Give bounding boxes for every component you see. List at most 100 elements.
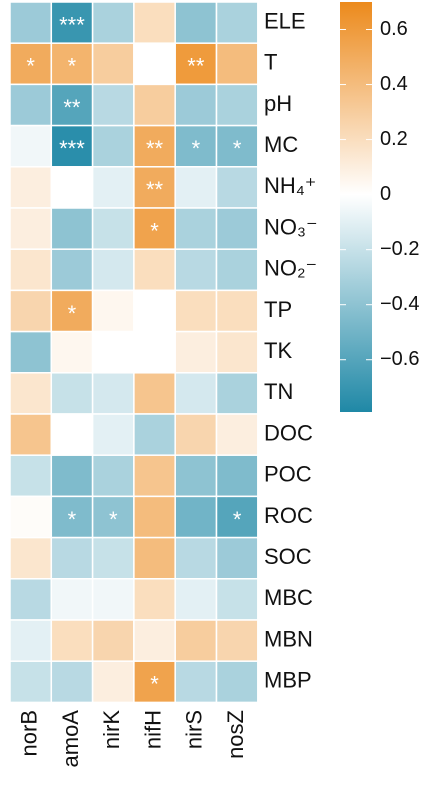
column-label: amoA (58, 710, 83, 768)
row-label: MC (264, 132, 298, 157)
heatmap-cell (9, 1, 53, 44)
heatmap-cell (50, 536, 94, 580)
heatmap-cell (215, 536, 259, 580)
heatmap-cell (50, 207, 94, 250)
significance-label: * (233, 507, 242, 532)
row-label: ROC (264, 503, 313, 528)
heatmap-cell (133, 248, 176, 292)
heatmap-cell (9, 454, 53, 498)
heatmap-cell (174, 660, 218, 704)
heatmap-cell (133, 289, 176, 333)
significance-label: ** (63, 95, 81, 120)
row-label: TP (264, 297, 292, 322)
heatmap-cell (133, 454, 176, 498)
significance-label: * (68, 507, 77, 532)
colorbar (340, 2, 372, 412)
heatmap-cell (174, 495, 218, 539)
column-label: norB (16, 710, 41, 756)
column-label: nirS (182, 710, 207, 749)
colorbar-tick-label: −0.6 (380, 348, 419, 370)
heatmap-cell (9, 330, 53, 374)
heatmap-cell (91, 1, 135, 44)
heatmap-cell (174, 166, 218, 209)
heatmap-cell (215, 330, 259, 374)
heatmap-cell (50, 372, 94, 415)
significance-label: * (233, 136, 242, 161)
heatmap-cell (91, 248, 135, 292)
heatmap-cell (215, 372, 259, 415)
row-label: pH (264, 91, 292, 116)
significance-label: * (150, 672, 159, 697)
row-label: NO₂⁻ (264, 256, 317, 281)
row-label: NO₃⁻ (264, 214, 318, 239)
significance-label: * (26, 54, 35, 79)
heatmap-cell (215, 248, 259, 292)
significance-label: ** (146, 177, 164, 202)
heatmap-cell (91, 619, 135, 662)
heatmap-cell (91, 42, 135, 86)
significance-label: * (150, 218, 159, 243)
row-label: MBP (264, 668, 312, 693)
heatmap-cell (215, 207, 259, 250)
significance-label: * (192, 136, 201, 161)
heatmap-cell (9, 619, 53, 662)
heatmap-cell (133, 166, 176, 209)
heatmap-cell (91, 454, 135, 498)
heatmap-cell (215, 413, 259, 456)
heatmap-cell (50, 124, 94, 168)
heatmap-cell (133, 330, 176, 374)
heatmap-cell (9, 124, 53, 168)
heatmap-cell (91, 536, 135, 580)
heatmap-cell (174, 1, 218, 44)
heatmap-cell (215, 578, 259, 621)
heatmap-cell (91, 495, 135, 539)
heatmap-cell (50, 166, 94, 209)
row-label: MBC (264, 585, 313, 610)
heatmap-cell (215, 166, 259, 209)
heatmap-cell (50, 1, 94, 44)
heatmap-cell (215, 1, 259, 44)
significance-label: * (68, 54, 77, 79)
column-label: nirK (99, 710, 124, 749)
significance-label: * (68, 301, 77, 326)
heatmap-cell (91, 207, 135, 250)
colorbar-tick-label: 0.4 (380, 73, 408, 95)
heatmap-cell (133, 495, 176, 539)
heatmap-cell (9, 166, 53, 209)
heatmap-cell (91, 83, 135, 127)
heatmap-cell (50, 289, 94, 333)
row-label: NH₄⁺ (264, 173, 316, 198)
row-label: TN (264, 379, 293, 404)
row-label: TK (264, 338, 292, 363)
heatmap-cell (50, 619, 94, 662)
heatmap-cell (133, 1, 176, 44)
heatmap-cell (133, 83, 176, 127)
row-label: T (264, 50, 277, 75)
heatmap-cell (91, 578, 135, 621)
heatmap-cell (91, 660, 135, 704)
significance-label: *** (59, 12, 85, 37)
heatmap-cell (174, 124, 218, 168)
heatmap-cell (174, 330, 218, 374)
heatmap-cell (50, 330, 94, 374)
heatmap-cell (174, 578, 218, 621)
heatmap-cell (91, 289, 135, 333)
heatmap-cell (9, 83, 53, 127)
heatmap-cell (50, 660, 94, 704)
row-label: POC (264, 462, 312, 487)
heatmap-cell (174, 619, 218, 662)
heatmap-cell (174, 413, 218, 456)
column-label: nosZ (223, 710, 248, 759)
heatmap-cell (215, 289, 259, 333)
colorbar-tick-label: 0.2 (380, 128, 408, 150)
heatmap-cell (9, 660, 53, 704)
heatmap-cell (133, 578, 176, 621)
heatmap-cell (50, 454, 94, 498)
heatmap-cell (91, 372, 135, 415)
row-label: DOC (264, 420, 313, 445)
heatmap-cell (133, 619, 176, 662)
heatmap-cell (174, 207, 218, 250)
significance-label: ** (146, 136, 164, 161)
colorbar-tick-label: 0.6 (380, 18, 408, 40)
row-label: ELE (264, 8, 306, 33)
